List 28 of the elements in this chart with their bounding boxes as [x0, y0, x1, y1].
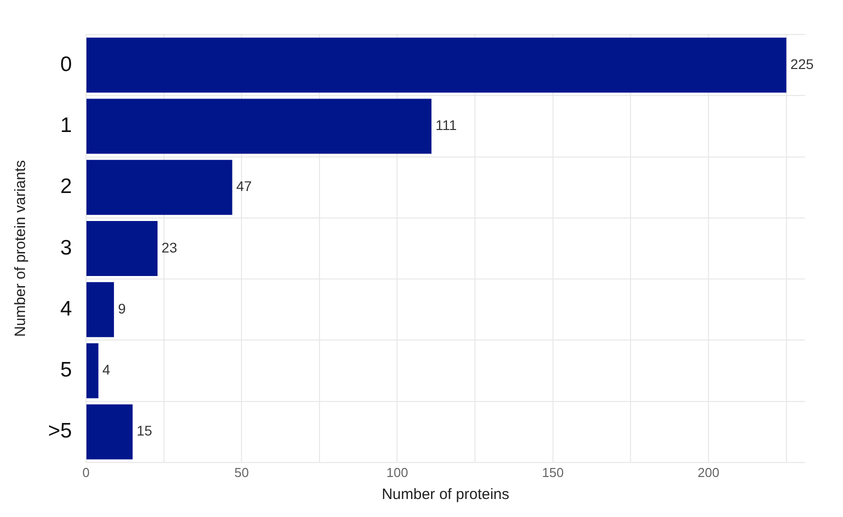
y-tick-label: 3 [60, 236, 72, 260]
x-tick-label: 50 [234, 464, 249, 480]
bar [86, 160, 232, 215]
y-tick-label: 1 [60, 114, 72, 138]
data-label: 47 [236, 178, 252, 194]
bar [86, 221, 158, 276]
y-tick-label: 2 [60, 175, 72, 198]
data-label: 23 [162, 239, 178, 256]
y-tick-label: 4 [60, 297, 72, 320]
data-label: 4 [102, 362, 110, 378]
data-label: 111 [435, 117, 457, 134]
bar [86, 343, 98, 398]
bar [86, 404, 133, 460]
x-axis-title: Number of proteins [382, 486, 510, 504]
x-tick-label: 150 [542, 464, 564, 480]
y-tick-label: 0 [60, 52, 72, 76]
y-axis-title: Number of protein variants [12, 160, 30, 337]
y-tick-label: 5 [60, 358, 72, 382]
y-tick-label: >5 [48, 420, 72, 443]
data-label: 225 [790, 56, 814, 72]
bar [86, 282, 114, 338]
x-tick-label: 200 [698, 464, 720, 480]
bar [86, 38, 786, 93]
x-tick-label: 0 [82, 464, 90, 480]
bar [86, 98, 432, 154]
x-tick-label: 100 [386, 464, 408, 480]
data-label: 15 [136, 422, 152, 439]
data-label: 9 [118, 300, 126, 316]
